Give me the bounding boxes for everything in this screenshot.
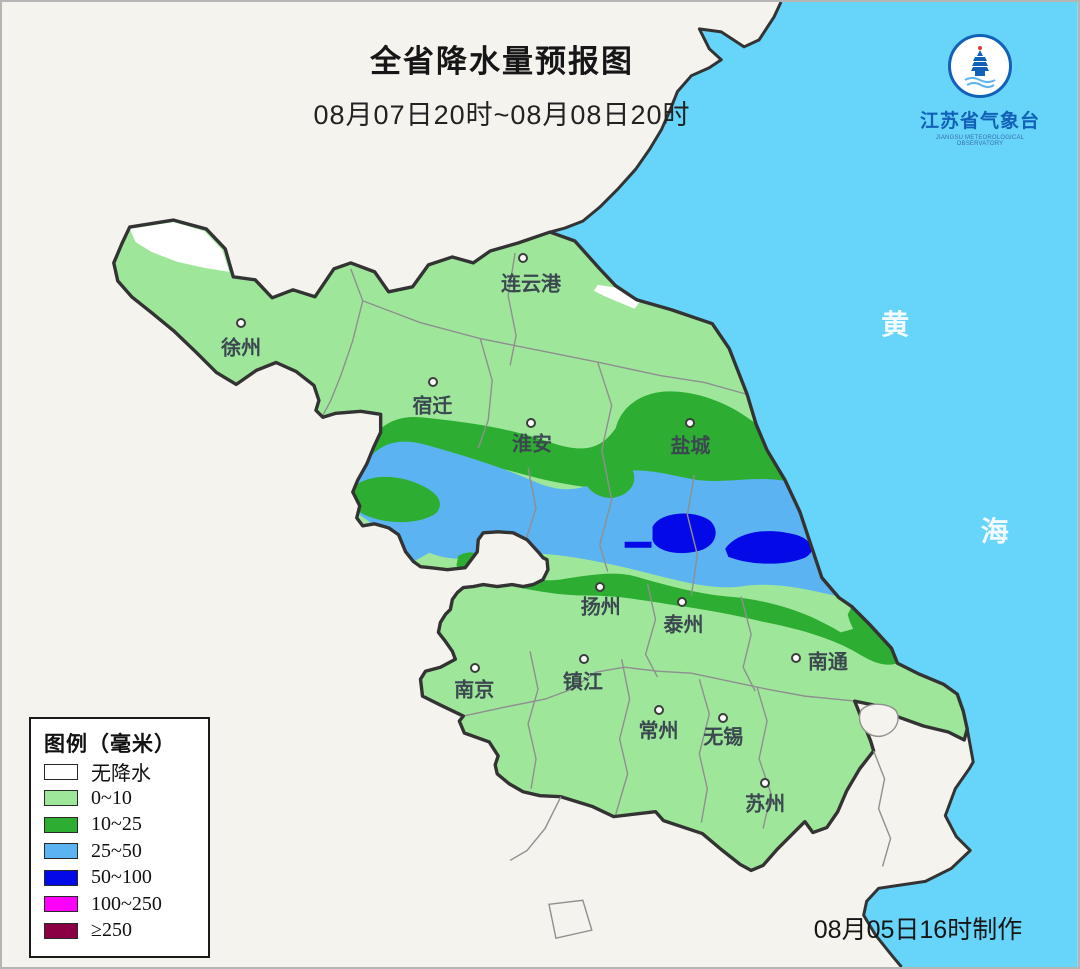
legend-rows: 无降水 0~10 10~25 25~50 50~100 100~250 ≥250 [44, 759, 208, 944]
estuary-island [858, 703, 899, 738]
outside-boundaries [509, 750, 892, 939]
legend-title: 图例（毫米） [44, 733, 176, 756]
legend-item-1: 0~10 [44, 786, 208, 812]
province-outline [112, 218, 969, 873]
legend-box: 图例（毫米） 无降水 0~10 10~25 25~50 50~100 100~250 ≥25… [29, 717, 210, 958]
internal-boundaries [322, 252, 855, 829]
blob-50-100-west [652, 513, 716, 554]
legend-swatch [44, 843, 78, 860]
patch-10-25-west [349, 476, 440, 523]
blob-50-100-east [725, 531, 812, 564]
sea-shape [549, 2, 1078, 967]
legend-item-3: 25~50 [44, 839, 208, 865]
agency-logo: 江苏省气象台 JIANGSU METEOROLOGICAL OBSERVATOR… [920, 34, 1040, 147]
legend-label: 0~10 [91, 786, 132, 809]
legend-swatch [44, 922, 78, 939]
production-time: 08月05日16时制作 [813, 916, 1023, 944]
patch-no-rain-nw [129, 222, 230, 272]
forecast-period: 08月07日20时~08月08日20时 [313, 100, 691, 130]
legend-swatch [44, 869, 78, 886]
agency-name-en: JIANGSU METEOROLOGICAL OBSERVATORY [935, 135, 1025, 147]
coastline-south [862, 728, 975, 967]
legend-swatch [44, 763, 78, 780]
legend-item-6: ≥250 [44, 918, 208, 944]
patch-10-25-coast-ne [847, 606, 891, 657]
legend-label: ≥250 [91, 919, 132, 942]
legend-label: 25~50 [91, 839, 142, 862]
legend-item-2: 10~25 [44, 812, 208, 838]
legend-label: 无降水 [91, 763, 151, 786]
band-10-25-north [352, 391, 819, 502]
legend-label: 100~250 [91, 892, 162, 915]
page-title: 全省降水量预报图 [370, 44, 634, 79]
legend-swatch [44, 816, 78, 833]
legend-item-0: 无降水 [44, 759, 208, 785]
patch-no-rain-coast [593, 284, 641, 309]
pagoda-icon [964, 46, 996, 88]
legend-swatch [44, 790, 78, 807]
header: 全省降水量预报图 08月07日20时~08月08日20时 [2, 36, 1002, 132]
agency-badge [948, 34, 1012, 98]
patch-10-25-center [581, 454, 635, 498]
legend-swatch [44, 896, 78, 913]
legend-label: 50~100 [91, 866, 152, 889]
legend-item-4: 50~100 [44, 865, 208, 891]
legend-item-5: 100~250 [44, 892, 208, 918]
legend-label: 10~25 [91, 813, 142, 836]
dash-50-100 [624, 541, 652, 548]
agency-name: 江苏省气象台 [920, 111, 1041, 132]
coastline-north [549, 2, 783, 234]
